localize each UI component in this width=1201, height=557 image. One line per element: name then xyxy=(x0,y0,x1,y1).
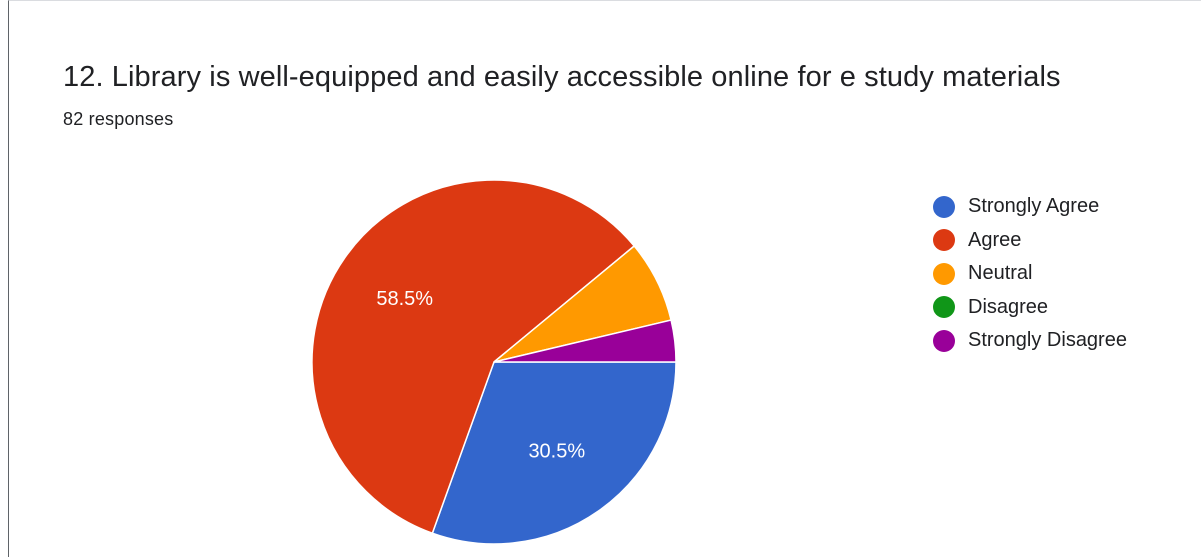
pie-label-strongly-agree: 30.5% xyxy=(528,440,585,462)
legend-label-strongly-agree: Strongly Agree xyxy=(968,195,1100,218)
legend-label-agree: Agree xyxy=(968,228,1022,251)
pie-slice-strongly-disagree xyxy=(493,319,677,363)
response-count: 82 responses xyxy=(63,109,174,129)
pie-label-agree: 58.5% xyxy=(376,288,433,310)
legend-label-strongly-disagree: Strongly Disagree xyxy=(968,329,1127,352)
legend-swatch-neutral xyxy=(933,262,955,285)
legend-item-strongly-disagree: Strongly Disagree xyxy=(933,324,1127,358)
legend-swatch-disagree xyxy=(933,296,955,319)
legend-item-agree: Agree xyxy=(933,224,1127,258)
legend-label-disagree: Disagree xyxy=(968,295,1049,318)
legend-item-disagree: Disagree xyxy=(933,291,1127,325)
pie-slice-strongly-agree xyxy=(431,361,677,545)
question-title: 12. Library is well-equipped and easily … xyxy=(63,61,1061,93)
pie-slice-agree xyxy=(311,179,636,535)
legend-swatch-strongly-agree xyxy=(933,195,955,218)
chart-legend: Strongly Agree Agree Neutral Disagree Strong… xyxy=(933,190,1127,358)
legend-swatch-agree xyxy=(933,229,955,252)
legend-swatch-strongly-disagree xyxy=(933,329,955,352)
legend-item-strongly-agree: Strongly Agree xyxy=(933,190,1127,224)
pie-chart: 30.5% 58.5% xyxy=(311,179,677,545)
legend-label-neutral: Neutral xyxy=(968,262,1033,285)
legend-item-neutral: Neutral xyxy=(933,257,1127,291)
